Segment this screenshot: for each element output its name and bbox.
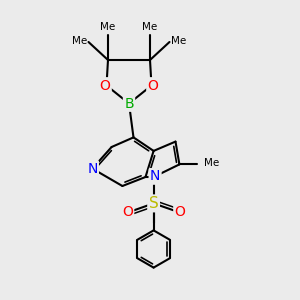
Text: S: S: [149, 196, 158, 211]
Text: Me: Me: [100, 22, 116, 32]
Text: O: O: [100, 79, 110, 92]
Text: O: O: [122, 205, 133, 218]
Text: B: B: [124, 97, 134, 110]
Text: Me: Me: [171, 35, 186, 46]
Text: O: O: [148, 79, 158, 92]
Text: Me: Me: [72, 35, 87, 46]
Text: Me: Me: [142, 22, 158, 32]
Text: N: N: [150, 169, 160, 183]
Text: N: N: [87, 162, 98, 176]
Text: O: O: [175, 205, 185, 218]
Text: Me: Me: [204, 158, 219, 168]
